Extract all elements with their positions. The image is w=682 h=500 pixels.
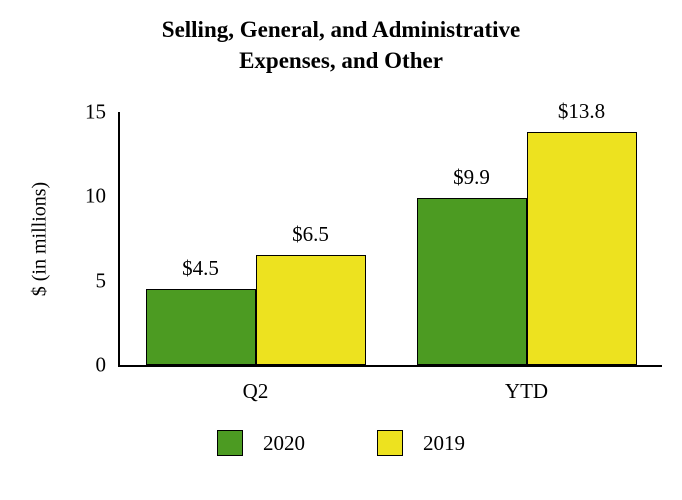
plot-area: 0 5 10 15 $4.5 $6.5 Q2 $9.9 $13.8 YTD [85,101,662,402]
bar-2019-q2 [255,255,366,365]
y-tick-label: 15 [85,99,106,124]
chart-title-line-2: Expenses, and Other [239,48,443,74]
legend-swatch-2020 [217,430,243,456]
legend-label-2020: 2020 [263,430,305,455]
bar-2020-q2 [145,289,256,365]
legend-label-2019: 2019 [423,430,465,455]
bar-value-label: $4.5 [182,256,219,281]
bar-2019-ytd [526,132,637,365]
x-category-label: Q2 [242,379,269,403]
bar-value-label: $9.9 [453,165,490,190]
legend: 2020 2019 [0,430,682,456]
chart-title: Selling, General, and Administrative Exp… [0,14,682,76]
y-tick-label: 10 [85,183,106,208]
y-tick-label: 5 [95,268,107,293]
legend-swatch-2019 [377,430,403,456]
y-axis-label: $ (in millions) [28,181,51,297]
bar-value-label: $6.5 [292,222,329,247]
bar-2020-ytd [416,198,527,365]
legend-item-2019: 2019 [377,430,465,456]
x-category-label: YTD [504,379,549,403]
legend-item-2020: 2020 [217,430,305,456]
bar-value-label: $13.8 [557,99,606,124]
y-tick-label: 0 [95,352,107,377]
chart-title-line-1: Selling, General, and Administrative [161,17,521,42]
